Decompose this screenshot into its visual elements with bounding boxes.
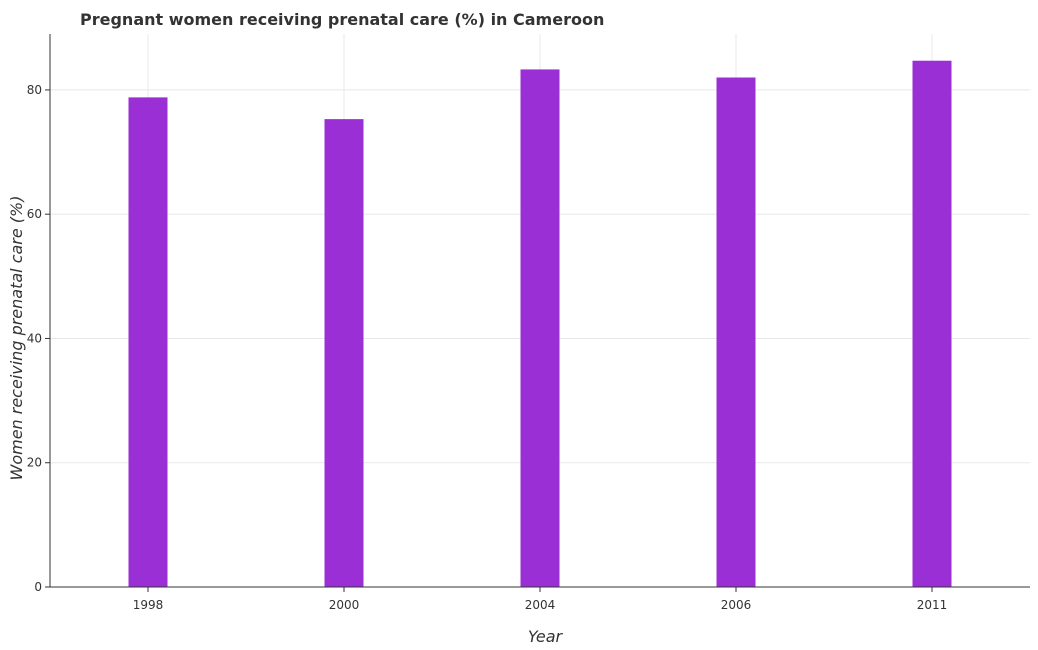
x-tick-labels: 1998 2000 2004 2006 2011 (133, 598, 948, 612)
y-tick-label: 80 (27, 83, 42, 97)
bar-2006 (716, 77, 756, 587)
chart-title: Pregnant women receiving prenatal care (… (80, 10, 604, 29)
x-tick-label: 2000 (329, 598, 360, 612)
y-tick-label: 60 (27, 207, 42, 221)
bar-2011 (912, 60, 952, 588)
y-tick-label: 0 (34, 580, 42, 594)
y-axis-label: Women receiving prenatal care (%) (7, 196, 26, 481)
bar-2004 (520, 69, 560, 587)
y-tick-labels: 0 20 40 60 80 (27, 83, 42, 594)
x-tick-label: 2011 (917, 598, 948, 612)
bar-2000 (324, 119, 364, 587)
bars (128, 60, 952, 588)
axes (45, 34, 1030, 592)
bar-1998 (128, 97, 168, 587)
x-axis-label: Year (528, 627, 564, 646)
x-tick-label: 2006 (721, 598, 752, 612)
y-tick-label: 20 (27, 456, 42, 470)
x-tick-label: 2004 (525, 598, 556, 612)
y-tick-label: 40 (27, 331, 42, 345)
x-tick-label: 1998 (133, 598, 164, 612)
